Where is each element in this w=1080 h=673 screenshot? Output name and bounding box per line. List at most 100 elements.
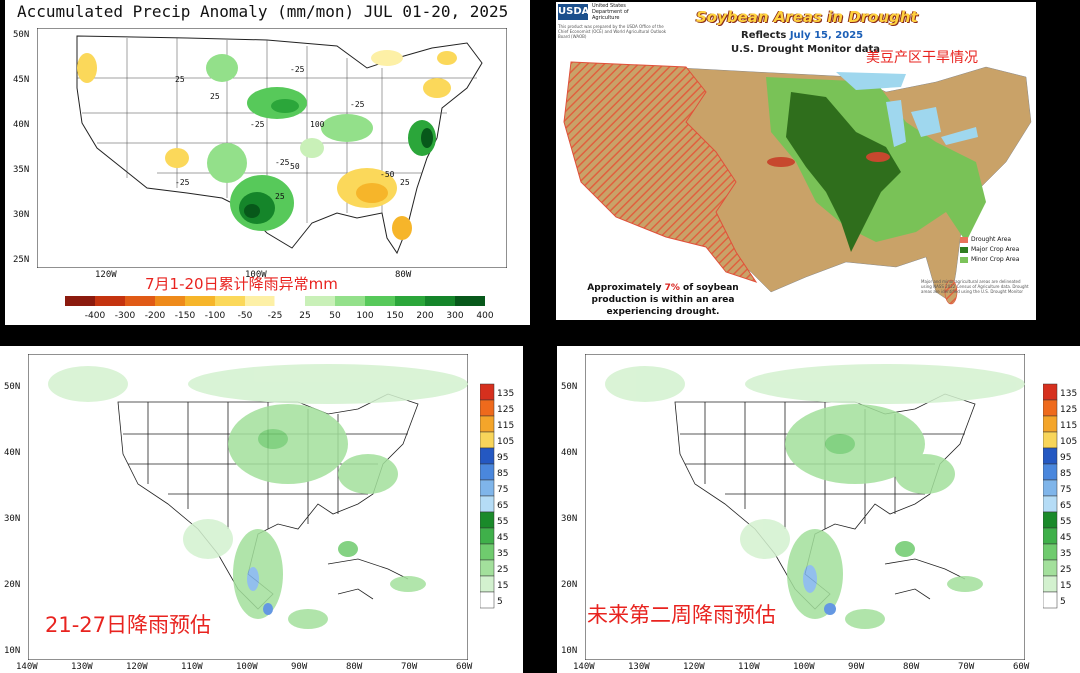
legend-label: Drought Area: [971, 236, 1012, 243]
colorbar-label: 95: [497, 453, 508, 463]
lat-label: 50N: [4, 382, 21, 392]
colorbar-swatch: [1043, 495, 1058, 513]
colorbar-label: 75: [1060, 485, 1071, 495]
colorbar-swatch: [305, 296, 335, 306]
legend-label: Major Crop Area: [971, 246, 1020, 253]
colorbar-swatch: [1043, 527, 1058, 545]
legend-label: Minor Crop Area: [971, 256, 1020, 263]
colorbar-swatch: [1043, 431, 1058, 449]
colorbar-label: 125: [497, 405, 514, 415]
lon-label: 100W: [236, 662, 258, 672]
lat-label: 20N: [561, 580, 578, 590]
lon-label: 90W: [848, 662, 865, 672]
colorbar-label: -25: [268, 311, 283, 321]
note-percent: 7%: [664, 283, 680, 293]
lon-label: 80W: [395, 270, 412, 280]
reflects-line: Reflects July 15, 2025: [741, 30, 863, 41]
soybean-drought-title: Soybean Areas in Drought: [696, 8, 918, 26]
colorbar-label: 115: [497, 421, 514, 431]
reflects-prefix: Reflects: [741, 30, 787, 41]
colorbar-label: 200: [416, 311, 433, 321]
lon-label: 100W: [793, 662, 815, 672]
forecast-week2-cn-caption: 未来第二周降雨预估: [587, 603, 776, 627]
drought-footnote: Major and minor agricultural areas are d…: [921, 279, 1029, 294]
colorbar-swatch: [1043, 415, 1058, 433]
colorbar-label: -400: [85, 311, 106, 321]
legend-item: Minor Crop Area: [960, 256, 1019, 263]
colorbar-label: 125: [1060, 405, 1077, 415]
colorbar-swatch: [480, 527, 495, 545]
source-note: This product was prepared by the USDA Of…: [558, 24, 667, 39]
colorbar-swatch: [1043, 591, 1058, 609]
lat-label: 30N: [13, 210, 30, 220]
lat-label: 35N: [13, 165, 30, 175]
contour-label: -25: [350, 100, 365, 109]
colorbar-swatch: [365, 296, 395, 306]
note-suffix: of soybean production is within an area …: [591, 283, 739, 317]
lat-label: 40N: [561, 448, 578, 458]
lat-label: 50N: [13, 30, 30, 40]
contour-label: 25: [175, 75, 185, 84]
lon-label: 120W: [683, 662, 705, 672]
lat-label: 30N: [4, 514, 21, 524]
colorbar-label: 75: [497, 485, 508, 495]
colorbar-label: 100: [356, 311, 373, 321]
colorbar-label: 400: [476, 311, 493, 321]
contour-label: 25: [210, 92, 220, 101]
colorbar-label: 35: [1060, 549, 1071, 559]
contour-label: -25: [175, 178, 190, 187]
colorbar-swatch: [480, 447, 495, 465]
forecast-week2-map: [585, 354, 1025, 660]
colorbar-label: 5: [1060, 597, 1066, 607]
colorbar-swatch: [480, 495, 495, 513]
colorbar-label: 25: [299, 311, 310, 321]
colorbar-swatch: [1043, 479, 1058, 497]
legend-item: Major Crop Area: [960, 246, 1019, 253]
colorbar-swatch: [1043, 559, 1058, 577]
colorbar-swatch: [1043, 575, 1058, 593]
colorbar-swatch: [480, 511, 495, 529]
colorbar-label: 115: [1060, 421, 1077, 431]
colorbar-label: 5: [497, 597, 503, 607]
colorbar-swatch: [185, 296, 215, 306]
colorbar-swatch: [65, 296, 95, 306]
forecast-week1-cn-caption: 21-27日降雨预估: [45, 613, 212, 637]
colorbar-label: 135: [1060, 389, 1077, 399]
colorbar-swatch: [455, 296, 485, 306]
colorbar-label: 105: [497, 437, 514, 447]
reflects-date: July 15, 2025: [789, 30, 864, 41]
colorbar-label: -200: [145, 311, 166, 321]
colorbar-label: 45: [1060, 533, 1071, 543]
forecast-week1-colorbar: 135 125 115 105 95 85 75 65 55 45 35 25 15 5: [480, 383, 514, 609]
colorbar-label: 15: [1060, 581, 1071, 591]
colorbar-label: 55: [497, 517, 508, 527]
lon-label: 130W: [71, 662, 93, 672]
colorbar-swatch: [480, 383, 495, 401]
lon-label: 140W: [16, 662, 38, 672]
colorbar-swatch: [480, 479, 495, 497]
legend-swatch: [960, 246, 968, 253]
colorbar-swatch: [215, 296, 245, 306]
colorbar-label: -150: [175, 311, 196, 321]
colorbar-swatch: [1043, 543, 1058, 561]
colorbar-swatch: [480, 463, 495, 481]
colorbar-swatch: [480, 431, 495, 449]
colorbar-label: 15: [497, 581, 508, 591]
colorbar-label: 35: [497, 549, 508, 559]
forecast-week2-colorbar: 135 125 115 105 95 85 75 65 55 45 35 25 15 5: [1043, 383, 1077, 609]
colorbar-swatch: [1043, 447, 1058, 465]
lon-label: 110W: [181, 662, 203, 672]
contour-label: 100: [310, 120, 325, 129]
contour-label: -25: [290, 65, 305, 74]
lon-label: 130W: [628, 662, 650, 672]
lat-label: 25N: [13, 255, 30, 265]
colorbar-label: 25: [1060, 565, 1071, 575]
colorbar-swatch: [480, 559, 495, 577]
lon-label: 60W: [1013, 662, 1030, 672]
colorbar-swatch: [245, 296, 275, 306]
colorbar-swatch: [1043, 463, 1058, 481]
colorbar-swatch: [155, 296, 185, 306]
colorbar-label: -300: [115, 311, 136, 321]
forecast-week1-panel: 50N 40N 30N 20N 10N 140W 130W 120W 110W 100W 90W 8…: [0, 346, 523, 673]
colorbar-swatch: [1043, 399, 1058, 417]
